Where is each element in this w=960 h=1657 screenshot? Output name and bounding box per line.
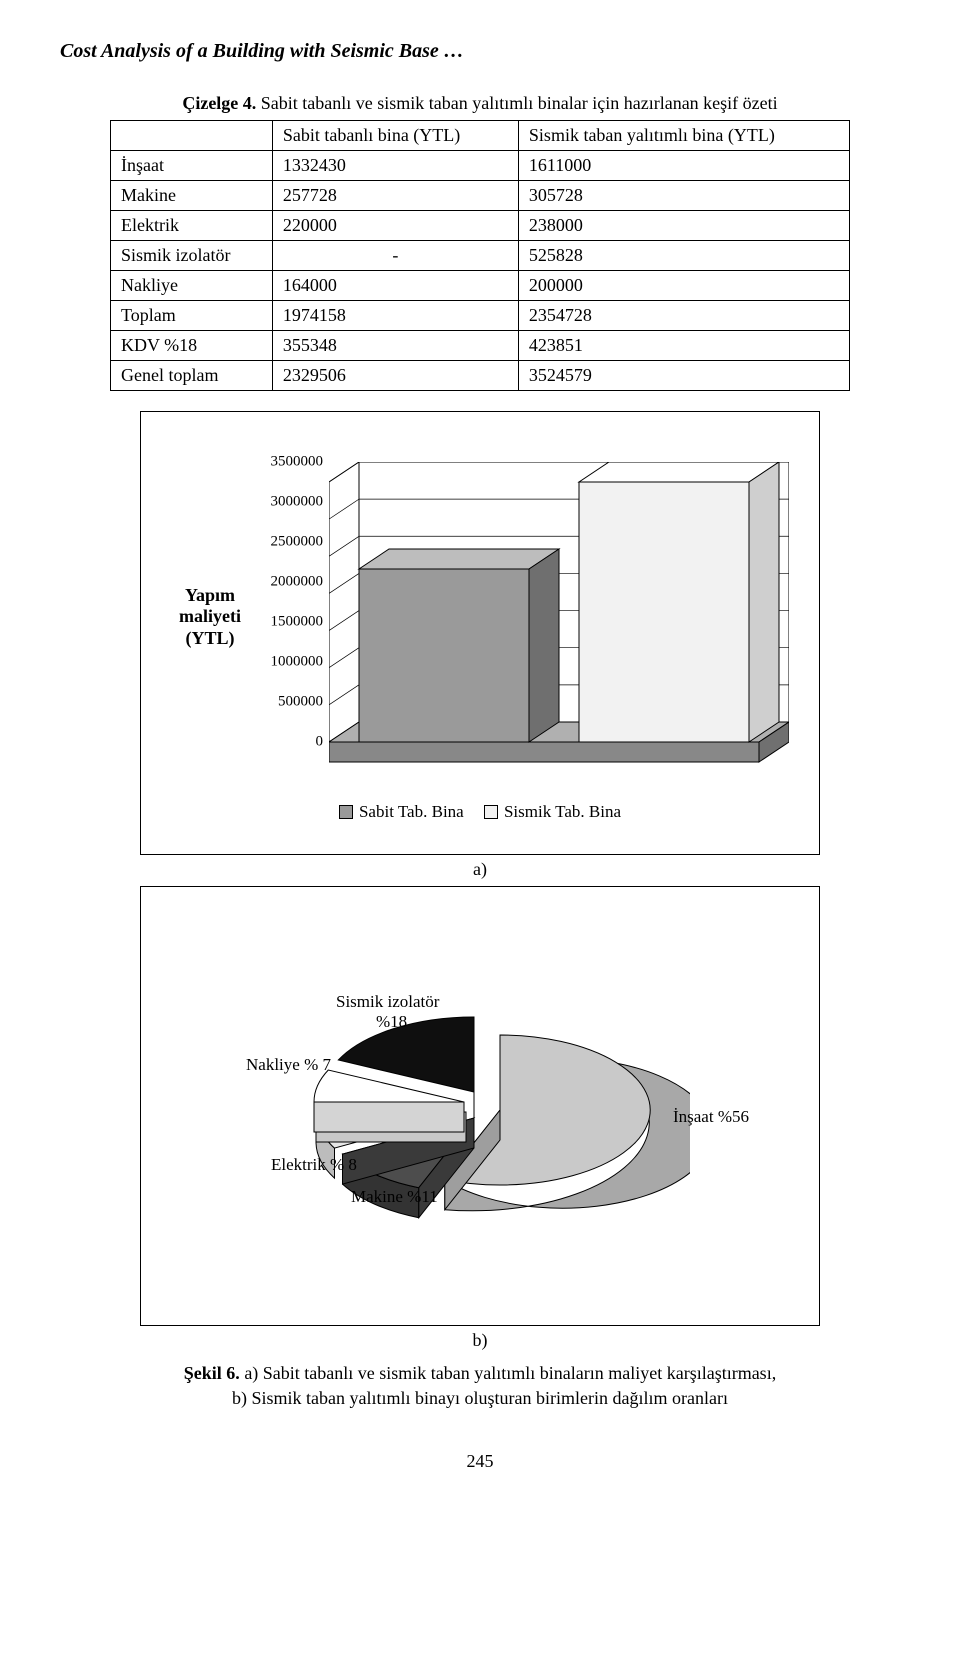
cell: 3524579 — [518, 361, 849, 391]
barchart-ticks: 3500000 3000000 2500000 2000000 1500000 … — [249, 462, 329, 742]
cell: Genel toplam — [111, 361, 273, 391]
cell: 2329506 — [272, 361, 518, 391]
tick: 1000000 — [271, 653, 324, 670]
pie-label-insaat: İnşaat %56 — [673, 1107, 749, 1127]
barchart-legend: Sabit Tab. Bina Sismik Tab. Bina — [171, 802, 789, 824]
cell: - — [272, 241, 518, 271]
table-row: Genel toplam23295063524579 — [111, 361, 850, 391]
cell: KDV %18 — [111, 331, 273, 361]
legend-label: Sabit Tab. Bina — [359, 802, 464, 822]
cell: Elektrik — [111, 211, 273, 241]
cell: 164000 — [272, 271, 518, 301]
pie-label-nakliye: Nakliye % 7 — [246, 1055, 331, 1075]
barchart-y-label: Yapım maliyeti (YTL) — [171, 462, 249, 772]
subfig-a-label: a) — [60, 859, 900, 880]
table-row: İnşaat13324301611000 — [111, 151, 850, 181]
pie-label-sismik1: Sismik izolatör — [336, 992, 439, 1012]
figure-caption-bold: Şekil 6. — [184, 1363, 240, 1383]
cell: 423851 — [518, 331, 849, 361]
table-caption-text: Sabit tabanlı ve sismik taban yalıtımlı … — [256, 93, 777, 113]
barchart-3d-plot — [329, 462, 789, 772]
legend-label: Sismik Tab. Bina — [504, 802, 621, 822]
table-row: Toplam19741582354728 — [111, 301, 850, 331]
subfig-b-label: b) — [60, 1330, 900, 1351]
table-row: Sismik izolatör-525828 — [111, 241, 850, 271]
table-header-col1: Sabit tabanlı bina (YTL) — [272, 121, 518, 151]
tick: 3000000 — [271, 493, 324, 510]
barchart-area: 3500000 3000000 2500000 2000000 1500000 … — [249, 462, 789, 772]
cell: 355348 — [272, 331, 518, 361]
y-label-line1: Yapım maliyeti — [171, 585, 249, 628]
barchart-panel: Yapım maliyeti (YTL) 3500000 3000000 250… — [140, 411, 820, 855]
tick: 2500000 — [271, 533, 324, 550]
cell: 525828 — [518, 241, 849, 271]
table-header-col2: Sismik taban yalıtımlı bina (YTL) — [518, 121, 849, 151]
cell: 305728 — [518, 181, 849, 211]
legend-swatch-icon — [484, 805, 498, 819]
pie-label-elektrik: Elektrik % 8 — [271, 1155, 357, 1175]
barchart-svg — [329, 462, 789, 772]
table-row: Elektrik220000238000 — [111, 211, 850, 241]
y-label-line2: (YTL) — [186, 628, 235, 650]
tick: 1500000 — [271, 613, 324, 630]
table-caption-bold: Çizelge 4. — [182, 93, 256, 113]
tick: 2000000 — [271, 573, 324, 590]
tick: 0 — [316, 734, 324, 751]
tick: 500000 — [278, 693, 323, 710]
legend-item-sismik: Sismik Tab. Bina — [484, 802, 621, 822]
cell: 238000 — [518, 211, 849, 241]
piechart-panel: İnşaat %56 Makine %11 Elektrik % 8 Nakli… — [140, 886, 820, 1326]
cell: İnşaat — [111, 151, 273, 181]
legend-item-sabit: Sabit Tab. Bina — [339, 802, 464, 822]
figure-caption-line1: a) Sabit tabanlı ve sismik taban yalıtım… — [240, 1363, 776, 1383]
table-row: Nakliye164000200000 — [111, 271, 850, 301]
figure-caption: Şekil 6. a) Sabit tabanlı ve sismik taba… — [100, 1361, 860, 1411]
table-row: Makine257728305728 — [111, 181, 850, 211]
pie-label-makine: Makine %11 — [351, 1187, 438, 1207]
legend-swatch-icon — [339, 805, 353, 819]
table-row: KDV %18355348423851 — [111, 331, 850, 361]
cell: 2354728 — [518, 301, 849, 331]
cell: Nakliye — [111, 271, 273, 301]
cell: 1974158 — [272, 301, 518, 331]
cell: 257728 — [272, 181, 518, 211]
cell: 1611000 — [518, 151, 849, 181]
table-header-empty — [111, 121, 273, 151]
tick: 3500000 — [271, 454, 324, 471]
cell: Sismik izolatör — [111, 241, 273, 271]
pie-label-sismik2: %18 — [376, 1012, 407, 1032]
piechart-svg — [270, 966, 690, 1246]
cell: Toplam — [111, 301, 273, 331]
table-caption: Çizelge 4. Sabit tabanlı ve sismik taban… — [140, 93, 820, 114]
page-number: 245 — [60, 1451, 900, 1472]
cost-table: Sabit tabanlı bina (YTL) Sismik taban ya… — [110, 120, 850, 391]
cell: 220000 — [272, 211, 518, 241]
figure-caption-line2: b) Sismik taban yalıtımlı binayı oluştur… — [232, 1388, 728, 1408]
table-header-row: Sabit tabanlı bina (YTL) Sismik taban ya… — [111, 121, 850, 151]
cell: 200000 — [518, 271, 849, 301]
cell: 1332430 — [272, 151, 518, 181]
cell: Makine — [111, 181, 273, 211]
page-title: Cost Analysis of a Building with Seismic… — [60, 40, 900, 63]
